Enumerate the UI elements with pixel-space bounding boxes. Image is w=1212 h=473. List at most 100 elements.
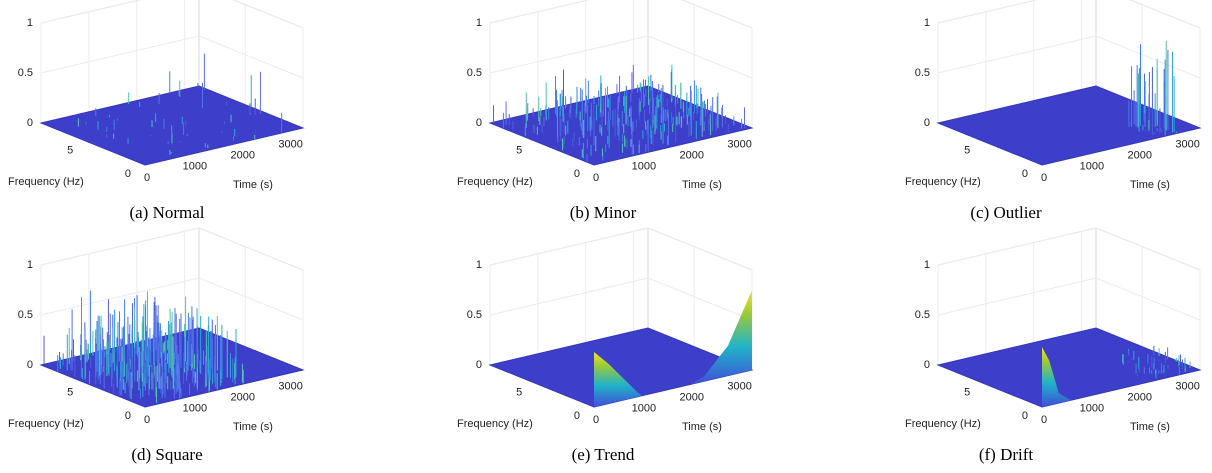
z-tick-label: 1: [924, 17, 930, 29]
z-tick-label: 0.5: [18, 309, 33, 321]
x-axis-label: Time (s): [682, 421, 722, 433]
x-tick-label: 0: [593, 172, 599, 184]
z-tick-label: 0: [924, 359, 930, 371]
x-tick-label: 3000: [727, 380, 751, 392]
y-tick-label: 5: [964, 387, 970, 399]
x-tick-label: 2000: [231, 391, 255, 403]
grid-line: [937, 0, 1039, 24]
x-tick-label: 0: [144, 414, 150, 426]
caption: (b) Minor: [570, 203, 637, 222]
grid-line: [198, 277, 304, 321]
subplot: 0 0.5 1 0 1000 2000 3000 0 5 Frequency (Hz) Time (…: [457, 0, 754, 222]
surface-floor: [488, 327, 754, 408]
z-tick-label: 0: [27, 359, 33, 371]
z-tick-label: 1: [476, 17, 482, 29]
grid-line: [937, 227, 1097, 266]
grid-line: [198, 35, 304, 79]
caption: (c) Outlier: [970, 203, 1042, 222]
grid-line: [1095, 227, 1201, 271]
z-tick-label: 0: [476, 359, 482, 371]
surface-texture: [689, 290, 752, 385]
grid-line: [232, 0, 304, 29]
grid-line: [1129, 0, 1201, 29]
x-tick-label: 3000: [727, 138, 751, 150]
x-tick-label: 2000: [1128, 149, 1152, 161]
z-tick-label: 0.5: [915, 67, 930, 79]
x-tick-label: 1000: [632, 161, 656, 173]
axis-box-edge: [489, 0, 591, 24]
x-tick-label: 1000: [183, 403, 207, 415]
z-tick-label: 0.5: [915, 309, 930, 321]
x-tick-label: 0: [144, 172, 150, 184]
y-tick-label: 0: [1022, 168, 1028, 180]
axis-box-edge: [681, 0, 753, 29]
axis-box-edge: [232, 0, 304, 29]
y-axis-label: Frequency (Hz): [8, 176, 84, 188]
grid-line: [40, 35, 200, 74]
subplot: 0 0.5 1 0 1000 2000 3000 0 5 Frequency (Hz) Time (…: [8, 0, 305, 222]
axis-box-edge: [40, 0, 142, 24]
x-axis-label: Time (s): [233, 179, 273, 191]
z-tick-label: 0.5: [467, 309, 482, 321]
x-tick-label: 2000: [1128, 391, 1152, 403]
x-tick-label: 0: [1041, 414, 1047, 426]
caption: (f) Drift: [979, 445, 1034, 464]
z-tick-label: 0: [924, 117, 930, 129]
grid-line: [647, 35, 753, 79]
grid-line: [489, 227, 649, 266]
grid-line: [1095, 277, 1201, 321]
grid-line: [489, 0, 591, 24]
subplot: 0 0.5 1 0 1000 2000 3000 0 5 Frequency (Hz) Time (…: [905, 0, 1202, 222]
z-tick-label: 1: [476, 259, 482, 271]
y-tick-label: 0: [574, 410, 580, 422]
caption: (d) Square: [131, 445, 202, 464]
surface-texture: [1042, 347, 1071, 407]
caption: (a) Normal: [129, 203, 204, 222]
z-tick-label: 1: [27, 259, 33, 271]
x-axis-label: Time (s): [1130, 179, 1170, 191]
z-tick-label: 1: [924, 259, 930, 271]
x-tick-label: 2000: [680, 149, 704, 161]
x-tick-label: 0: [1041, 172, 1047, 184]
grid-line: [489, 35, 649, 74]
y-tick-label: 5: [964, 145, 970, 157]
y-axis-label: Frequency (Hz): [905, 418, 981, 430]
x-axis-label: Time (s): [682, 179, 722, 191]
y-axis-label: Frequency (Hz): [457, 176, 533, 188]
x-tick-label: 1000: [183, 161, 207, 173]
y-axis-label: Frequency (Hz): [905, 176, 981, 188]
grid-line: [681, 0, 753, 29]
x-tick-label: 3000: [278, 138, 302, 150]
caption: (e) Trend: [572, 445, 635, 464]
grid-line: [937, 277, 1097, 316]
subplot: 0 0.5 1 0 1000 2000 3000 0 5 Frequency (Hz) Time (…: [457, 227, 754, 464]
grid-line: [1095, 35, 1201, 79]
y-tick-label: 0: [574, 168, 580, 180]
surface-floor: [936, 327, 1202, 408]
grid-line: [40, 227, 200, 266]
x-tick-label: 0: [593, 414, 599, 426]
z-tick-label: 0: [27, 117, 33, 129]
x-tick-label: 3000: [1175, 138, 1199, 150]
surface-texture: [594, 352, 642, 407]
grid-line: [40, 277, 200, 316]
x-tick-label: 3000: [278, 380, 302, 392]
x-axis-label: Time (s): [1130, 421, 1170, 433]
axis-box-edge: [937, 0, 1039, 24]
y-tick-label: 5: [516, 387, 522, 399]
x-tick-label: 1000: [1080, 403, 1104, 415]
y-tick-label: 0: [125, 410, 131, 422]
x-tick-label: 2000: [231, 149, 255, 161]
y-axis-label: Frequency (Hz): [457, 418, 533, 430]
z-tick-label: 1: [27, 17, 33, 29]
grid-line: [40, 0, 142, 24]
y-axis-label: Frequency (Hz): [8, 418, 84, 430]
y-tick-label: 5: [67, 145, 73, 157]
grid-line: [647, 227, 753, 271]
y-tick-label: 5: [516, 145, 522, 157]
grid-line: [489, 277, 649, 316]
subplot: 0 0.5 1 0 1000 2000 3000 0 5 Frequency (Hz) Time (…: [8, 227, 305, 464]
x-axis-label: Time (s): [233, 421, 273, 433]
y-tick-label: 0: [125, 168, 131, 180]
